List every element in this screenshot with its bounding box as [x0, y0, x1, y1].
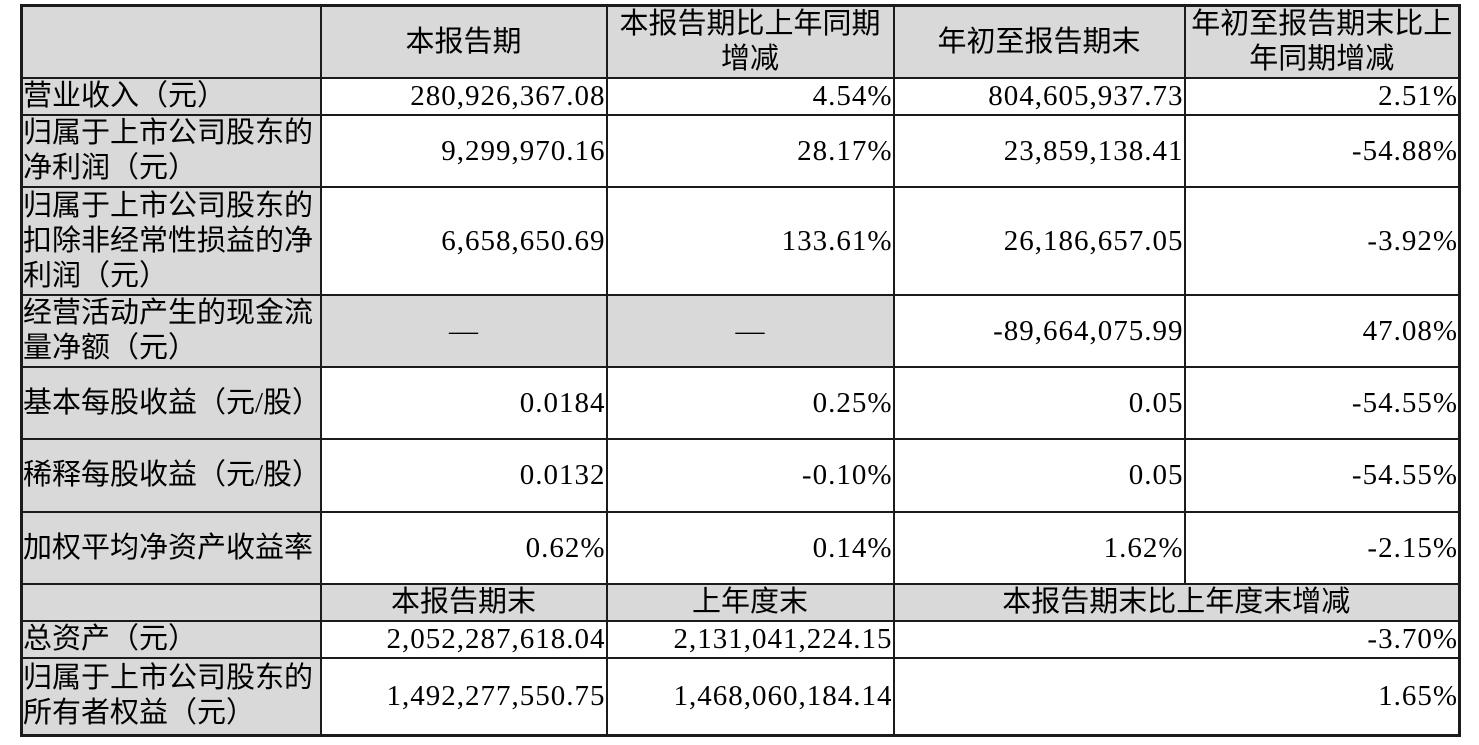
row-label: 归属于上市公司股东的净利润（元） [20, 114, 322, 188]
cell-ytd-yoy: -2.15% [1183, 511, 1461, 585]
cell-ytd-yoy: 47.08% [1183, 294, 1461, 368]
cell-ytd: 804,605,937.73 [892, 77, 1186, 116]
cell-yoy: 28.17% [605, 114, 895, 188]
header-ytd: 年初至报告期末 [892, 4, 1186, 79]
header-end-of-period: 本报告期末 [319, 583, 608, 622]
cell-ytd-yoy: 2.51% [1183, 77, 1461, 116]
table-row-weighted-avg-roe: 加权平均净资产收益率 0.62% 0.14% 1.62% -2.15% [20, 511, 1461, 585]
cell-ytd-yoy: -54.55% [1183, 366, 1461, 440]
cell-current: 0.62% [319, 511, 608, 585]
header2-corner-cell [20, 583, 322, 622]
table-row-total-assets: 总资产（元） 2,052,287,618.04 2,131,041,224.15… [20, 620, 1461, 659]
table-row-net-profit: 归属于上市公司股东的净利润（元） 9,299,970.16 28.17% 23,… [20, 114, 1461, 188]
row-label: 经营活动产生的现金流量净额（元） [20, 294, 322, 368]
cell-yoy: 133.61% [605, 186, 895, 296]
row-label: 总资产（元） [20, 620, 322, 659]
row-label: 稀释每股收益（元/股） [20, 438, 322, 513]
row-label: 基本每股收益（元/股） [20, 366, 322, 440]
header-row-period: 本报告期 本报告期比上年同期增减 年初至报告期末 年初至报告期末比上年同期增减 [20, 4, 1461, 79]
header-end-of-prior-year: 上年度末 [605, 583, 895, 622]
header-current-period: 本报告期 [319, 4, 608, 79]
cell-current: 9,299,970.16 [319, 114, 608, 188]
header-end-change: 本报告期末比上年度末增减 [892, 583, 1461, 622]
cell-ytd: 26,186,657.05 [892, 186, 1186, 296]
table-row-revenue: 营业收入（元） 280,926,367.08 4.54% 804,605,937… [20, 77, 1461, 116]
cell-ytd: 0.05 [892, 438, 1186, 513]
cell-end-prior: 1,468,060,184.14 [605, 657, 895, 736]
cell-current-dash: — [319, 294, 608, 368]
header-row-point-in-time: 本报告期末 上年度末 本报告期末比上年度末增减 [20, 583, 1461, 622]
cell-ytd-yoy: -54.88% [1183, 114, 1461, 188]
cell-end-prior: 2,131,041,224.15 [605, 620, 895, 659]
cell-current: 0.0132 [319, 438, 608, 513]
cell-end-change: 1.65% [892, 657, 1461, 736]
table-row-owners-equity: 归属于上市公司股东的所有者权益（元） 1,492,277,550.75 1,46… [20, 657, 1461, 736]
cell-yoy: 4.54% [605, 77, 895, 116]
row-label: 加权平均净资产收益率 [20, 511, 322, 585]
header-current-period-yoy: 本报告期比上年同期增减 [605, 4, 895, 79]
financial-summary-table: 本报告期 本报告期比上年同期增减 年初至报告期末 年初至报告期末比上年同期增减 … [20, 4, 1461, 737]
cell-yoy: -0.10% [605, 438, 895, 513]
header-corner-cell [20, 4, 322, 79]
table-row-net-profit-deducted: 归属于上市公司股东的扣除非经常性损益的净利润（元） 6,658,650.69 1… [20, 186, 1461, 296]
cell-current: 6,658,650.69 [319, 186, 608, 296]
cell-end-current: 1,492,277,550.75 [319, 657, 608, 736]
cell-yoy: 0.14% [605, 511, 895, 585]
cell-ytd: -89,664,075.99 [892, 294, 1186, 368]
table-row-operating-cash-flow: 经营活动产生的现金流量净额（元） — — -89,664,075.99 47.0… [20, 294, 1461, 368]
row-label: 归属于上市公司股东的所有者权益（元） [20, 657, 322, 736]
cell-ytd: 23,859,138.41 [892, 114, 1186, 188]
cell-current: 0.0184 [319, 366, 608, 440]
cell-end-current: 2,052,287,618.04 [319, 620, 608, 659]
row-label: 归属于上市公司股东的扣除非经常性损益的净利润（元） [20, 186, 322, 296]
table-row-basic-eps: 基本每股收益（元/股） 0.0184 0.25% 0.05 -54.55% [20, 366, 1461, 440]
header-ytd-yoy: 年初至报告期末比上年同期增减 [1183, 4, 1461, 79]
row-label: 营业收入（元） [20, 77, 322, 116]
cell-ytd-yoy: -3.92% [1183, 186, 1461, 296]
cell-ytd-yoy: -54.55% [1183, 438, 1461, 513]
cell-yoy-dash: — [605, 294, 895, 368]
cell-end-change: -3.70% [892, 620, 1461, 659]
cell-yoy: 0.25% [605, 366, 895, 440]
cell-ytd: 1.62% [892, 511, 1186, 585]
cell-current: 280,926,367.08 [319, 77, 608, 116]
table-row-diluted-eps: 稀释每股收益（元/股） 0.0132 -0.10% 0.05 -54.55% [20, 438, 1461, 513]
cell-ytd: 0.05 [892, 366, 1186, 440]
